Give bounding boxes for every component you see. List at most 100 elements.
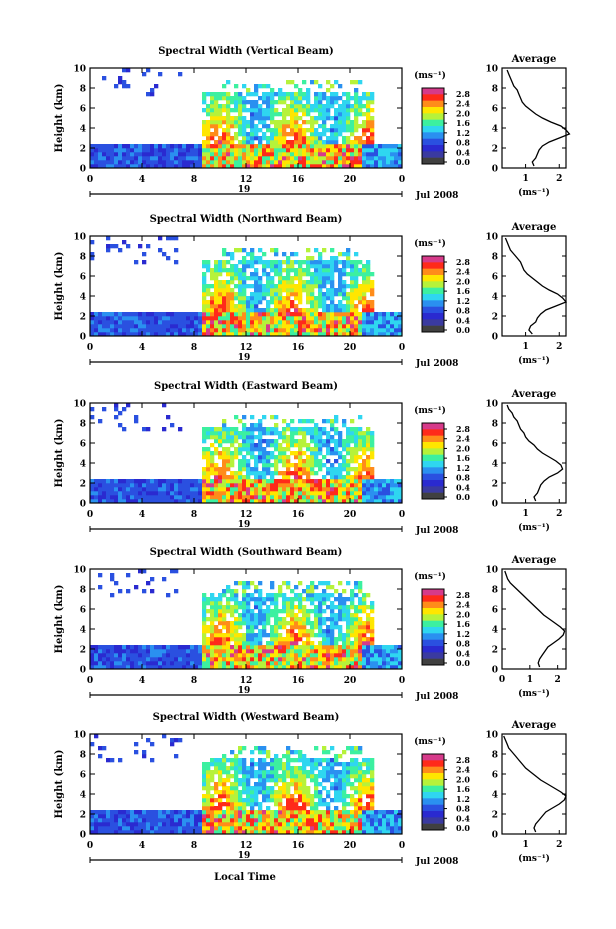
heatmap-cell	[258, 653, 263, 658]
heatmap-cell	[310, 649, 315, 654]
heatmap-cell	[158, 148, 163, 153]
heatmap-cell	[306, 499, 311, 504]
heatmap-cell	[282, 665, 287, 670]
heatmap-cell	[138, 479, 143, 484]
heatmap-cell	[366, 304, 371, 309]
heatmap-cell	[270, 653, 275, 658]
heatmap-cell	[190, 160, 195, 165]
heatmap-cell	[270, 280, 275, 285]
heatmap-cell	[222, 312, 227, 317]
profile-unit: (ms⁻¹)	[518, 187, 550, 198]
heatmap-cell	[322, 455, 327, 460]
heatmap-cell	[238, 96, 243, 101]
heatmap-cell	[190, 491, 195, 496]
heatmap-cell	[342, 661, 347, 666]
heatmap-cell	[310, 657, 315, 662]
heatmap-cell	[310, 140, 315, 145]
heatmap-cell	[242, 427, 247, 432]
heatmap-cell	[130, 328, 135, 333]
heatmap-cell	[302, 144, 307, 149]
heatmap-cell	[358, 463, 363, 468]
heatmap-cell	[98, 491, 103, 496]
heatmap-cell	[238, 467, 243, 472]
colorbar-tick-label: 2.0	[456, 443, 470, 453]
heatmap-cell	[322, 597, 327, 602]
heatmap-cell	[174, 156, 179, 161]
profile-x-tick-label: 1	[522, 509, 528, 519]
heatmap-cell	[230, 665, 235, 670]
heatmap-cell	[170, 483, 175, 488]
heatmap-cell	[90, 152, 95, 157]
heatmap-cell	[230, 597, 235, 602]
heatmap-cell	[286, 296, 291, 301]
heatmap-cell	[342, 272, 347, 277]
heatmap-cell	[286, 826, 291, 831]
heatmap-cell	[182, 665, 187, 670]
colorbar-tick-label: 2.4	[456, 267, 470, 277]
heatmap-cell	[226, 104, 231, 109]
heatmap-cell	[202, 609, 207, 614]
heatmap-cell	[282, 621, 287, 626]
heatmap-cell	[294, 778, 299, 783]
heatmap-cell	[146, 495, 151, 500]
heatmap-cell	[326, 152, 331, 157]
heatmap-cell	[230, 657, 235, 662]
heatmap-cell	[298, 790, 303, 795]
heatmap-cell	[330, 328, 335, 333]
heatmap-cell	[382, 160, 387, 165]
heatmap-cell	[162, 252, 167, 257]
heatmap-cell	[226, 798, 231, 803]
heatmap-cell	[206, 447, 211, 452]
heatmap-cell	[162, 810, 167, 815]
heatmap-cell	[346, 308, 351, 313]
heatmap-cell	[234, 475, 239, 480]
heatmap-cell	[370, 665, 375, 670]
heatmap-cell	[310, 427, 315, 432]
heatmap-cell	[162, 818, 167, 823]
heatmap-cell	[298, 629, 303, 634]
heatmap-cell	[222, 140, 227, 145]
heatmap-cell	[266, 645, 271, 650]
heatmap-cell	[254, 84, 259, 89]
heatmap-cell	[290, 120, 295, 125]
heatmap-cell	[230, 633, 235, 638]
heatmap-cell	[234, 471, 239, 476]
heatmap-cell	[94, 483, 99, 488]
heatmap-cell	[234, 661, 239, 666]
heatmap-cell	[242, 487, 247, 492]
y-tick-label: 0	[80, 333, 86, 343]
heatmap-cell	[206, 332, 211, 337]
heatmap-cell	[394, 665, 399, 670]
heatmap-cell	[350, 475, 355, 480]
heatmap-cell	[254, 802, 259, 807]
heatmap-cell	[214, 439, 219, 444]
heatmap-cell	[234, 120, 239, 125]
heatmap-cell	[234, 802, 239, 807]
heatmap-cell	[398, 160, 403, 165]
heatmap-cell	[238, 280, 243, 285]
heatmap-cell	[106, 479, 111, 484]
heatmap-cell	[90, 332, 95, 337]
heatmap-cell	[278, 268, 283, 273]
heatmap-cell	[302, 629, 307, 634]
heatmap-cell	[190, 665, 195, 670]
heatmap-cell	[186, 152, 191, 157]
heatmap-cell	[122, 152, 127, 157]
heatmap-cell	[302, 152, 307, 157]
heatmap-cell	[206, 818, 211, 823]
heatmap-cell	[222, 108, 227, 113]
date-day-label: 19	[238, 185, 251, 195]
heatmap-cell	[390, 653, 395, 658]
heatmap-cell	[290, 814, 295, 819]
heatmap-cell	[258, 814, 263, 819]
heatmap-cell	[326, 479, 331, 484]
heatmap-cell	[290, 128, 295, 133]
heatmap-cell	[382, 665, 387, 670]
heatmap-cell	[302, 826, 307, 831]
heatmap-cell	[110, 499, 115, 504]
heatmap-cell	[190, 499, 195, 504]
heatmap-cell	[298, 822, 303, 827]
heatmap-cell	[294, 276, 299, 281]
heatmap-cell	[178, 657, 183, 662]
heatmap-cell	[258, 499, 263, 504]
